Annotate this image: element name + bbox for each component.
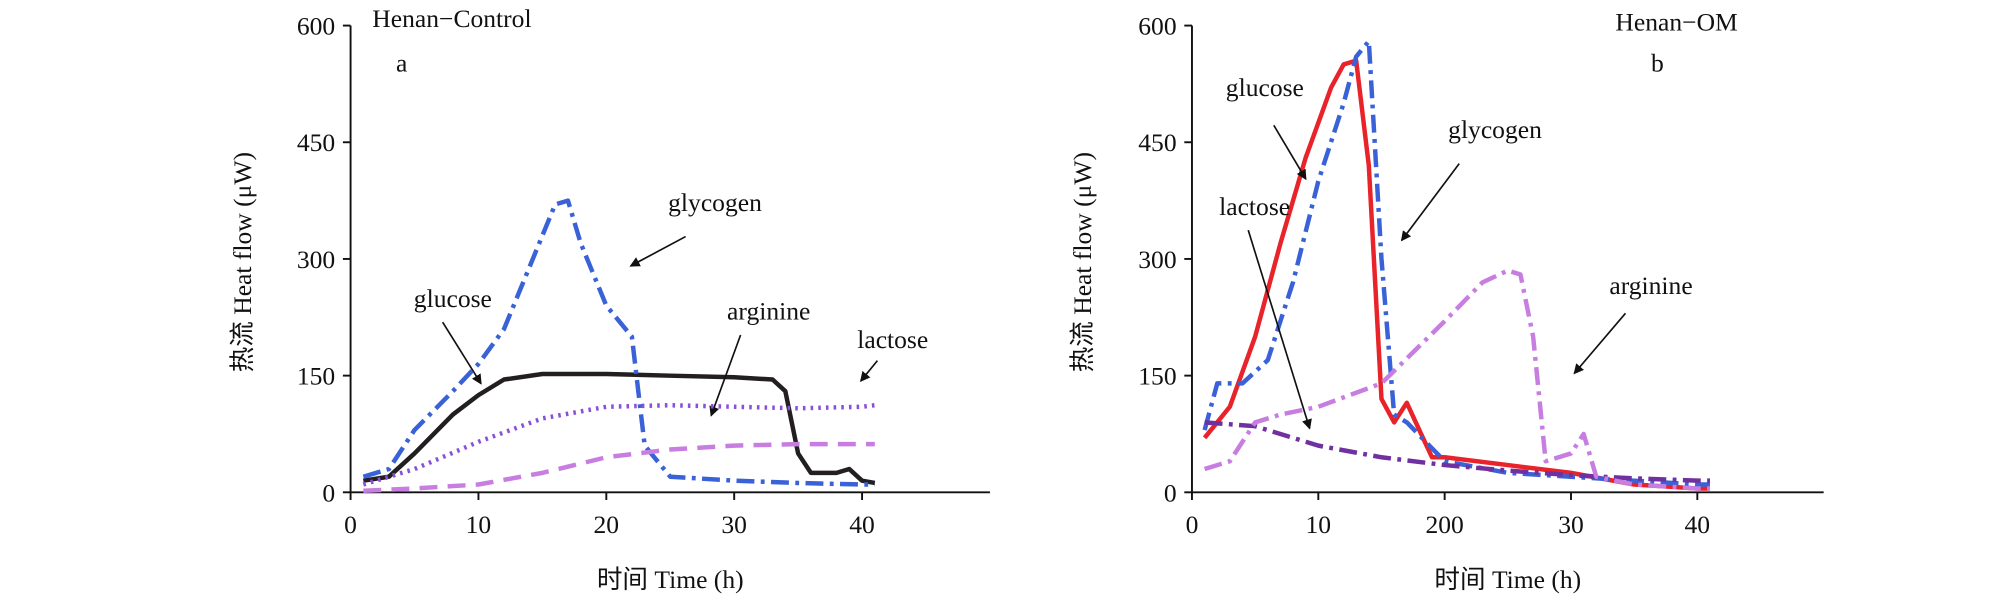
annotation-arrow <box>1573 312 1627 375</box>
panel-label: a <box>396 49 407 78</box>
x-axis-label: 时间 Time (h) <box>1434 565 1581 594</box>
series-line <box>1203 268 1710 491</box>
y-tick-label: 600 <box>1138 12 1176 41</box>
series-line <box>1202 38 1710 487</box>
chart-title: Henan−Control <box>372 4 531 33</box>
x-tick-label: 30 <box>721 510 747 539</box>
series-annotation: glycogen <box>668 188 762 217</box>
series-line <box>362 198 875 487</box>
x-tick-label: 10 <box>1306 510 1332 539</box>
x-tick-label: 0 <box>1186 510 1199 539</box>
series-line <box>1204 420 1710 483</box>
x-tick-label: 20 <box>594 510 620 539</box>
y-tick-label: 0 <box>322 478 335 507</box>
series-line <box>363 371 876 486</box>
series-annotation: arginine <box>1609 271 1692 300</box>
y-tick-label: 150 <box>297 362 335 391</box>
y-tick-label: 600 <box>297 12 335 41</box>
annotation-arrow <box>1273 124 1307 181</box>
chart-title: Henan−OM <box>1615 8 1737 37</box>
y-tick-label: 450 <box>1138 128 1176 157</box>
x-tick-label: 10 <box>466 510 492 539</box>
series-annotation: lactose <box>1219 192 1290 221</box>
y-tick-label: 0 <box>1164 478 1177 507</box>
y-tick-label: 450 <box>297 128 335 157</box>
y-axis-label: 热流 Heat flow (μW) <box>228 152 257 372</box>
y-tick-label: 300 <box>1138 245 1176 274</box>
x-axis-label: 时间 Time (h) <box>597 565 744 594</box>
series-annotation: arginine <box>727 297 810 326</box>
series-annotation: lactose <box>857 325 928 354</box>
x-tick-label: 40 <box>849 510 875 539</box>
series-annotation: glucose <box>1226 73 1304 102</box>
annotation-arrow <box>1400 163 1460 242</box>
series-annotation: glycogen <box>1448 115 1542 144</box>
x-tick-label: 0 <box>344 510 357 539</box>
series-annotation: glucose <box>414 284 492 313</box>
y-axis-label: 热流 Heat flow (μW) <box>1068 152 1097 372</box>
annotation-arrow <box>859 360 879 383</box>
panel-label: b <box>1651 49 1664 78</box>
x-tick-label: 200 <box>1425 510 1463 539</box>
series-line <box>1202 58 1710 491</box>
x-tick-label: 30 <box>1558 510 1584 539</box>
x-tick-label: 40 <box>1685 510 1711 539</box>
annotation-arrow <box>629 235 686 267</box>
y-tick-label: 150 <box>1138 362 1176 391</box>
y-tick-label: 300 <box>297 245 335 274</box>
annotation-arrow <box>441 321 482 385</box>
annotation-arrow <box>1247 229 1312 430</box>
annotation-arrow <box>709 334 742 417</box>
